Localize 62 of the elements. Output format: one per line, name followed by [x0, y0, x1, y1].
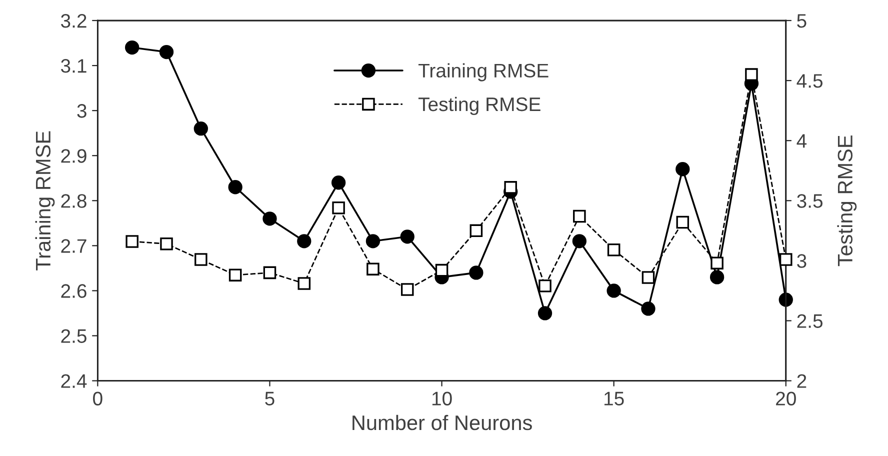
y2-tick-label: 3.5	[797, 194, 823, 208]
x-tick-label: 0	[93, 392, 102, 406]
y-axis-title: Training RMSE	[35, 131, 55, 270]
point	[125, 40, 140, 55]
point	[160, 237, 173, 250]
point	[159, 44, 174, 60]
point	[573, 210, 586, 223]
point	[366, 262, 380, 276]
point	[400, 283, 414, 296]
point	[642, 271, 655, 284]
x-tick-label: 10	[432, 392, 452, 406]
y-tick-label: 3	[77, 104, 86, 118]
point	[504, 181, 517, 194]
y2-tick-label: 5	[797, 14, 806, 28]
point	[779, 253, 792, 266]
point	[606, 284, 621, 298]
point	[538, 306, 552, 320]
point	[470, 224, 483, 238]
y2-tick-label: 4	[796, 134, 807, 148]
point	[262, 212, 277, 226]
y-tick-label: 2.9	[61, 149, 86, 163]
point	[710, 256, 724, 270]
point	[676, 216, 690, 229]
y-tick-label: 3.1	[60, 59, 86, 73]
y-tick-label: 2.5	[61, 329, 86, 343]
point	[676, 162, 690, 176]
point	[126, 235, 138, 248]
y2-tick-label: 4.5	[796, 74, 823, 88]
x-tick-label: 20	[776, 392, 796, 406]
x-axis-title: Number of Neurons	[352, 414, 532, 430]
point	[298, 277, 311, 290]
x-tick-label: 15	[604, 392, 624, 406]
y-tick-label: 2.4	[61, 374, 87, 388]
point	[263, 266, 276, 280]
point	[538, 280, 552, 292]
point	[572, 234, 587, 248]
x-tick-label: 5	[265, 392, 274, 406]
y-tick-label: 2.6	[61, 284, 86, 298]
y2-axis-title: Testing RMSE	[837, 136, 857, 266]
point	[331, 176, 346, 190]
point	[194, 253, 208, 266]
point	[297, 234, 312, 248]
point	[228, 180, 242, 194]
point	[710, 270, 724, 284]
point	[228, 268, 242, 282]
point	[607, 243, 620, 256]
legend-label: Training RMSE	[418, 63, 548, 82]
point	[469, 266, 484, 280]
y-tick-label: 2.8	[61, 194, 86, 208]
point	[194, 122, 208, 136]
point	[400, 230, 414, 244]
point	[366, 234, 380, 248]
y2-tick-label: 3	[797, 254, 806, 268]
y2-tick-label: 2	[797, 374, 806, 388]
point	[745, 68, 758, 81]
point	[641, 302, 656, 316]
point	[332, 201, 345, 214]
y2-tick-label: 2.5	[797, 314, 823, 328]
y-tick-label: 3.2	[60, 14, 86, 28]
y-tick-label: 2.7	[61, 239, 86, 253]
point	[435, 264, 448, 277]
legend-label: Testing RMSE	[418, 96, 540, 116]
